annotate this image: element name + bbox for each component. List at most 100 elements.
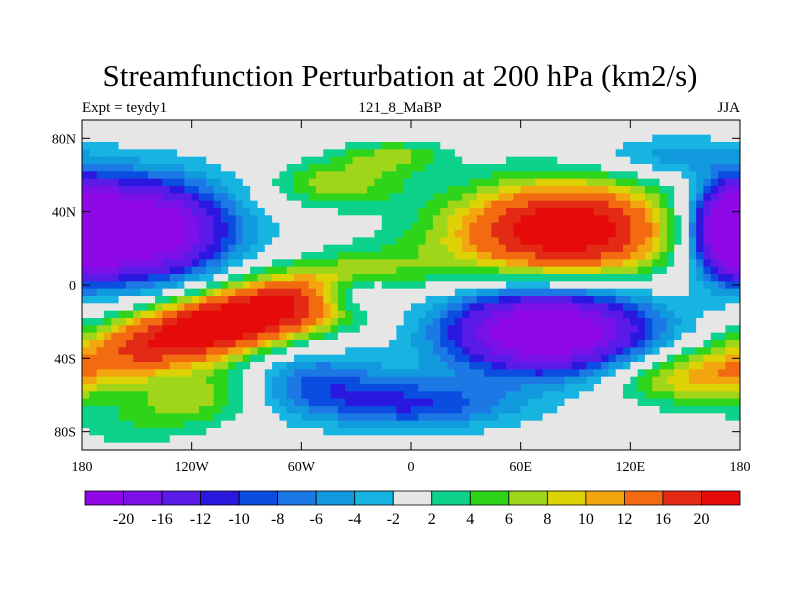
field-cell xyxy=(593,164,602,172)
field-cell xyxy=(696,127,705,136)
field-cell xyxy=(623,274,631,282)
field-cell xyxy=(206,420,215,429)
field-cell xyxy=(432,149,441,158)
field-cell xyxy=(411,237,419,246)
field-cell xyxy=(396,230,405,238)
field-cell xyxy=(82,171,90,180)
field-cell xyxy=(125,288,134,297)
field-cell xyxy=(337,332,346,341)
field-cell xyxy=(579,266,588,275)
field-cell xyxy=(242,369,251,378)
field-cell xyxy=(476,222,485,231)
field-cell xyxy=(294,120,302,128)
field-cell xyxy=(228,296,237,304)
field-cell xyxy=(374,222,383,231)
field-cell xyxy=(308,318,317,326)
field-cell xyxy=(725,406,734,414)
field-cell xyxy=(213,259,222,268)
colorbar-swatch xyxy=(431,490,471,506)
field-cell xyxy=(367,428,376,436)
field-cell xyxy=(89,244,98,253)
field-cell xyxy=(469,435,478,444)
field-cell xyxy=(147,303,156,312)
field-cell xyxy=(608,376,617,385)
field-cell xyxy=(535,288,544,297)
field-cell xyxy=(220,435,229,444)
field-cell xyxy=(381,303,390,312)
field-cell xyxy=(374,442,383,450)
field-cell xyxy=(140,156,149,165)
field-cell xyxy=(177,237,185,246)
field-cell xyxy=(520,127,529,136)
field-cell xyxy=(666,120,675,128)
field-cell xyxy=(191,435,200,444)
field-cell xyxy=(315,127,324,136)
field-cell xyxy=(308,186,317,194)
field-cell xyxy=(637,318,646,326)
field-cell xyxy=(374,398,383,407)
field-cell xyxy=(301,230,310,238)
field-cell xyxy=(579,332,588,341)
field-cell xyxy=(623,193,631,202)
field-cell xyxy=(381,347,390,356)
field-cell xyxy=(630,398,639,407)
field-cell xyxy=(264,171,273,180)
field-cell xyxy=(608,398,617,407)
field-cell xyxy=(169,303,178,312)
field-cell xyxy=(491,332,500,341)
field-cell xyxy=(162,428,171,436)
field-cell xyxy=(250,398,259,407)
field-cell xyxy=(220,171,229,180)
field-cell xyxy=(696,362,705,370)
field-cell xyxy=(710,391,719,400)
field-cell xyxy=(272,274,280,282)
field-cell xyxy=(389,149,397,158)
field-cell xyxy=(140,215,149,224)
field-cell xyxy=(264,296,273,304)
field-cell xyxy=(367,156,376,165)
field-cell xyxy=(571,310,580,319)
field-cell xyxy=(352,442,361,450)
field-cell xyxy=(206,310,215,319)
field-cell xyxy=(359,391,368,400)
field-cell xyxy=(140,296,149,304)
field-cell xyxy=(301,156,310,165)
field-cell xyxy=(630,193,639,202)
field-cell xyxy=(286,384,295,392)
field-cell xyxy=(352,149,361,158)
field-cell xyxy=(374,274,383,282)
field-cell xyxy=(286,186,295,194)
field-cell xyxy=(674,362,683,370)
field-cell xyxy=(96,362,105,370)
field-cell xyxy=(82,120,90,128)
field-cell xyxy=(367,252,376,260)
field-cell xyxy=(191,156,200,165)
field-cell xyxy=(111,215,120,224)
field-cell xyxy=(257,281,266,290)
field-cell xyxy=(418,230,427,238)
field-cell xyxy=(681,303,690,312)
field-cell xyxy=(118,266,127,275)
field-cell xyxy=(220,428,229,436)
field-cell xyxy=(718,442,726,450)
field-cell xyxy=(674,428,683,436)
field-cell xyxy=(506,310,514,319)
field-cell xyxy=(308,413,317,422)
field-cell xyxy=(469,120,478,128)
field-cell xyxy=(155,376,164,385)
field-cell xyxy=(403,171,412,180)
field-cell xyxy=(133,303,142,312)
field-cell xyxy=(484,288,493,297)
field-cell xyxy=(359,384,368,392)
field-cell xyxy=(571,134,580,143)
field-cell xyxy=(688,347,697,356)
field-cell xyxy=(330,288,339,297)
field-cell xyxy=(506,230,514,238)
field-cell xyxy=(586,376,595,385)
field-cell xyxy=(688,332,697,341)
field-cell xyxy=(542,332,551,341)
field-cell xyxy=(586,208,595,216)
field-cell xyxy=(286,428,295,436)
field-cell xyxy=(418,200,427,209)
field-cell xyxy=(476,288,485,297)
